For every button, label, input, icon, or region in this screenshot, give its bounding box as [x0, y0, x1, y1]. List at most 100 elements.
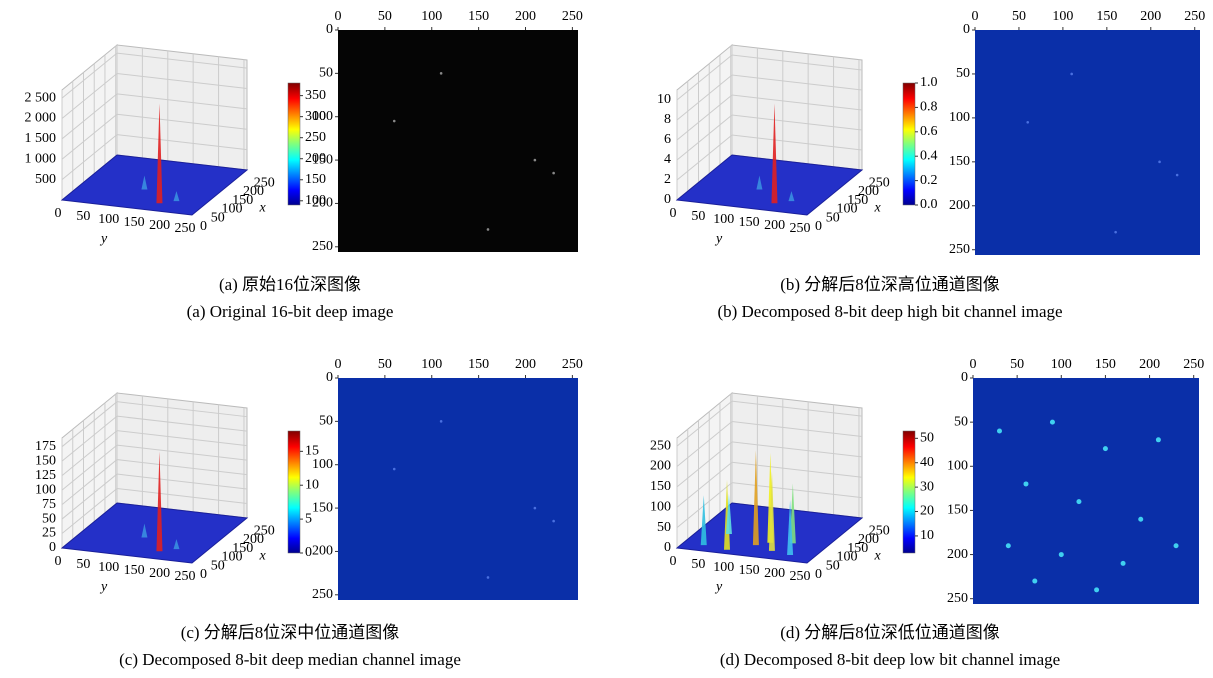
colorbar-tick-label: 0: [305, 545, 312, 560]
y-tick-label: 0: [670, 554, 677, 569]
y-tick-label: 250: [312, 587, 333, 602]
image-spot: [1173, 543, 1179, 549]
image-spot: [1032, 578, 1038, 584]
y-tick-label: 150: [312, 500, 333, 515]
image-spot: [552, 519, 555, 523]
surface-peak: [787, 500, 794, 556]
surface: [60, 154, 249, 216]
caption-zh: (b) 分解后8位深高位通道图像: [780, 275, 1000, 294]
image-spot: [552, 171, 555, 175]
x-tick-label: 200: [515, 9, 536, 24]
y-tick-label: 150: [739, 215, 760, 230]
z-tick-label: 150: [35, 453, 56, 468]
x-tick-label: 0: [335, 9, 342, 24]
surface-peak: [700, 495, 707, 546]
surface-peak: [141, 175, 148, 190]
z-tick-label: 150: [650, 479, 671, 494]
x-tick-label: 250: [254, 175, 275, 190]
z-tick-label: 75: [42, 497, 56, 512]
image-spot: [996, 428, 1002, 434]
x-tick-label: 250: [562, 9, 583, 24]
image-spot: [1114, 230, 1117, 234]
z-tick-label: 0: [664, 540, 671, 555]
x-tick-label: 150: [847, 193, 868, 208]
z-tick-label: 1 000: [25, 151, 57, 166]
image-spot: [1026, 120, 1030, 124]
y-tick-label: 250: [174, 569, 195, 584]
y-tick-label: 0: [326, 370, 333, 385]
x-tick-label: 150: [232, 541, 253, 556]
y-axis-label: y: [99, 232, 108, 247]
y-tick-label: 250: [174, 221, 195, 236]
z-tick-label: 250: [650, 438, 671, 453]
z-tick-label: 125: [35, 468, 56, 483]
x-tick-label: 50: [826, 210, 840, 225]
x-axis-label: x: [874, 201, 882, 216]
x-axis-label: x: [259, 549, 267, 564]
wall: [731, 392, 863, 519]
caption-zh: (a) 原始16位深图像: [219, 275, 361, 294]
y-tick-label: 250: [789, 569, 810, 584]
image-spot: [1138, 516, 1144, 522]
y-tick-label: 100: [312, 109, 333, 124]
y-tick-label: 50: [76, 209, 90, 224]
x-tick-label: 150: [232, 193, 253, 208]
x-tick-label: 100: [836, 202, 857, 217]
y-tick-label: 100: [947, 459, 968, 474]
x-tick-label: 200: [858, 532, 879, 547]
image-spot: [1076, 499, 1082, 505]
x-tick-label: 250: [254, 523, 275, 538]
y-tick-label: 0: [961, 370, 968, 385]
surface-peak: [156, 451, 163, 552]
image-spot: [1023, 481, 1029, 487]
y-tick-label: 100: [98, 212, 119, 227]
caption-en: (d) Decomposed 8-bit deep low bit channe…: [720, 650, 1060, 669]
colorbar-tick-label: 300: [305, 109, 326, 124]
y-tick-label: 50: [691, 209, 705, 224]
image-spot: [1120, 560, 1126, 566]
caption-en: (b) Decomposed 8-bit deep high bit chann…: [717, 302, 1062, 321]
image-spot: [392, 119, 396, 123]
caption-zh: (d) 分解后8位深低位通道图像: [780, 623, 1000, 642]
surface-peak: [788, 191, 795, 202]
y-tick-label: 150: [739, 563, 760, 578]
image-spot: [439, 420, 443, 423]
y-tick-label: 150: [124, 563, 145, 578]
x-tick-label: 50: [211, 558, 225, 573]
y-tick-label: 200: [312, 196, 333, 211]
colorbar-tick-label: 350: [305, 88, 326, 103]
z-tick-label: 0: [49, 540, 56, 555]
x-tick-label: 0: [335, 357, 342, 372]
colorbar-tick-label: 5: [305, 511, 312, 526]
y-tick-label: 250: [947, 591, 968, 606]
colorbar-tick-label: 0.4: [920, 148, 938, 163]
y-tick-label: 100: [949, 110, 970, 125]
x-tick-label: 250: [1184, 9, 1205, 24]
y-tick-label: 150: [947, 503, 968, 518]
y-tick-label: 0: [55, 554, 62, 569]
x-tick-label: 50: [378, 357, 392, 372]
y-tick-label: 250: [789, 221, 810, 236]
z-tick-label: 25: [42, 526, 56, 541]
image: [338, 30, 578, 252]
x-tick-label: 250: [869, 523, 890, 538]
image-spot: [1070, 72, 1073, 76]
image-spot: [1094, 587, 1100, 593]
colorbar-tick-label: 150: [305, 172, 326, 187]
image-spot: [1155, 437, 1161, 443]
z-tick-label: 50: [42, 511, 56, 526]
caption-en: (c) Decomposed 8-bit deep median channel…: [119, 650, 461, 669]
colorbar-tick-label: 0.2: [920, 173, 938, 188]
colorbar-tick-label: 40: [920, 455, 934, 470]
caption-en: (a) Original 16-bit deep image: [187, 302, 394, 321]
surface-peak: [173, 539, 180, 550]
image-spot: [1102, 446, 1108, 452]
image-spot: [1158, 160, 1161, 164]
y-tick-label: 50: [691, 557, 705, 572]
y-tick-label: 150: [312, 152, 333, 167]
x-tick-label: 50: [378, 9, 392, 24]
x-tick-label: 0: [200, 567, 207, 582]
x-tick-label: 0: [200, 219, 207, 234]
x-tick-label: 100: [1052, 9, 1073, 24]
